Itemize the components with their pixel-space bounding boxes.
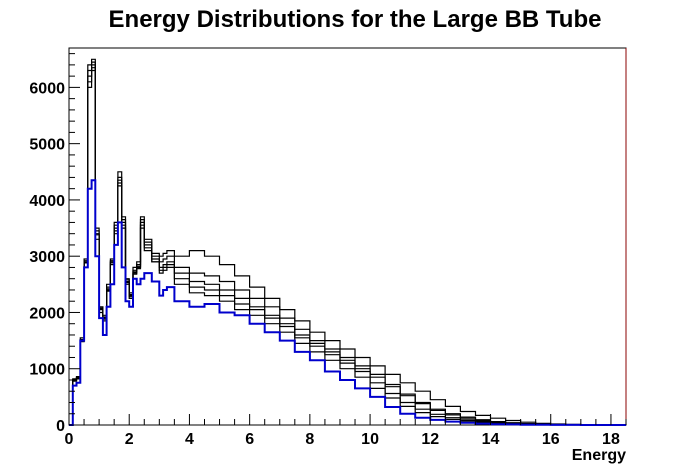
y-tick-label: 3000 (29, 249, 65, 266)
series-line-1 (69, 61, 626, 426)
series-line-5 (69, 67, 626, 426)
x-tick-label: 0 (65, 431, 74, 448)
series-line-2 (69, 58, 626, 426)
x-tick-label: 8 (305, 431, 314, 448)
series-line-4 (69, 64, 627, 426)
y-tick-label: 1000 (29, 362, 65, 379)
x-tick-label: 14 (482, 431, 500, 448)
series-line-3 (69, 69, 626, 426)
y-tick-label: 5000 (29, 137, 65, 154)
series-line-0 (69, 179, 626, 426)
series-layer (69, 58, 627, 426)
x-tick-label: 12 (421, 431, 439, 448)
x-tick-label: 2 (125, 431, 134, 448)
x-tick-label: 18 (602, 431, 620, 448)
y-tick-label: 4000 (29, 193, 65, 210)
x-axis-label: Energy (572, 447, 626, 464)
y-tick-label: 0 (56, 418, 65, 435)
x-tick-label: 6 (245, 431, 254, 448)
y-tick-label: 6000 (29, 80, 65, 97)
chart-title: Energy Distributions for the Large BB Tu… (109, 6, 602, 33)
x-tick-label: 10 (361, 431, 379, 448)
y-tick-label: 2000 (29, 305, 65, 322)
axis-layer: 0 2 4 6 8 10 12 14 16 18 0 1000 2000 3000 4000 5000 6000 (29, 53, 627, 448)
x-tick-label: 16 (542, 431, 560, 448)
x-tick-label: 4 (185, 431, 194, 448)
